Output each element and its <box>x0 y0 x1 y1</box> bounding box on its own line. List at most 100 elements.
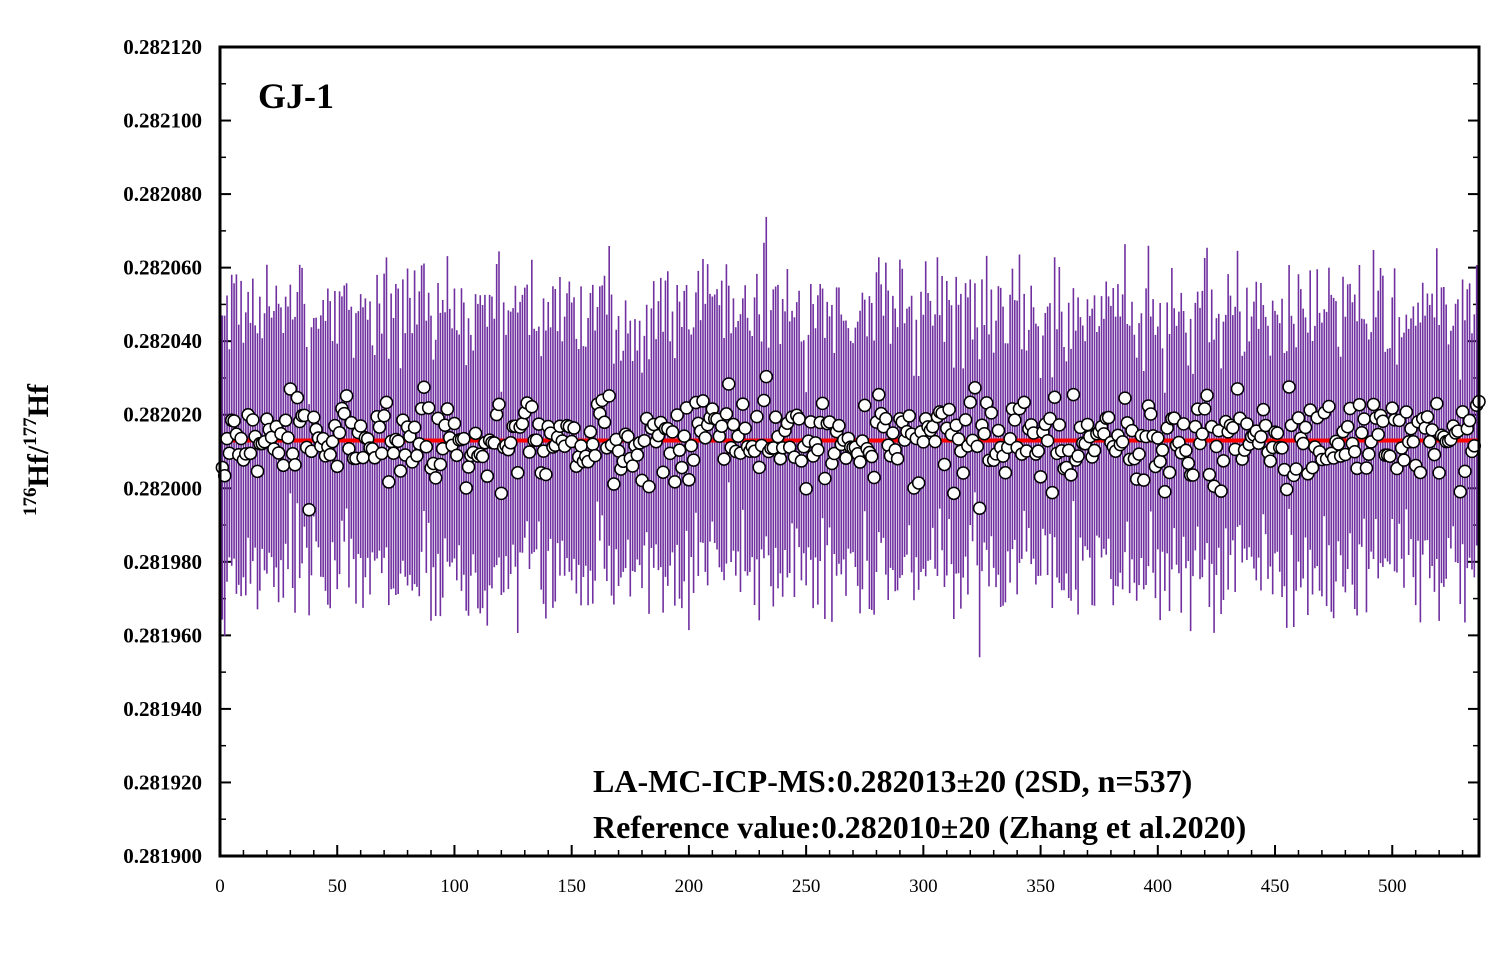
data-point <box>597 415 612 430</box>
data-point <box>353 419 368 433</box>
data-point <box>1430 396 1444 411</box>
x-tick-label: 500 <box>1378 876 1407 897</box>
plot-frame <box>218 45 1481 858</box>
data-point <box>1158 485 1172 499</box>
data-point <box>794 454 809 468</box>
data-point <box>963 395 977 409</box>
data-point <box>1399 405 1414 419</box>
data-point <box>677 429 691 443</box>
data-point <box>243 446 258 461</box>
y-tick-label: 0.282000 <box>123 476 202 500</box>
data-point <box>890 451 905 466</box>
data-point <box>799 482 813 496</box>
data-point <box>937 457 952 472</box>
data-point <box>916 435 931 449</box>
x-tick-label: 200 <box>675 876 704 897</box>
x-tick-label: 300 <box>909 876 938 897</box>
data-point <box>1420 410 1435 424</box>
data-point <box>768 410 783 424</box>
data-point <box>1097 427 1111 441</box>
data-point <box>832 418 846 433</box>
data-points <box>215 369 1486 517</box>
data-point <box>1376 414 1390 429</box>
data-point <box>726 417 741 432</box>
data-point <box>492 397 506 412</box>
data-point <box>773 451 788 466</box>
data-point <box>1282 380 1296 394</box>
data-point <box>1289 462 1303 476</box>
data-point <box>698 431 713 445</box>
data-point <box>447 416 462 431</box>
data-point <box>480 469 495 483</box>
data-point <box>714 419 729 433</box>
data-point <box>1270 426 1285 440</box>
data-point <box>332 426 347 440</box>
data-point <box>722 377 736 391</box>
data-point <box>684 438 698 453</box>
data-point <box>1254 430 1268 444</box>
data-point <box>417 380 431 395</box>
data-point <box>984 406 999 420</box>
y-tick-label: 0.282120 <box>123 35 202 59</box>
data-point <box>1230 382 1245 396</box>
data-point <box>410 448 424 463</box>
y-label-hf-1: Hf/ <box>22 445 55 487</box>
data-point <box>1383 449 1397 463</box>
data-point <box>421 401 436 415</box>
x-axis-ticks <box>219 845 1464 856</box>
data-point <box>811 443 825 457</box>
data-point <box>1033 470 1048 484</box>
data-point <box>1298 420 1313 435</box>
data-point <box>886 426 900 440</box>
y-tick-label: 0.281900 <box>123 844 202 868</box>
y-tick-label: 0.281940 <box>123 697 202 721</box>
data-point <box>879 411 893 426</box>
data-point <box>440 402 455 416</box>
data-point <box>1453 485 1467 499</box>
data-point <box>675 460 689 475</box>
x-axis-tick-labels: 0 50 100 150 200 250 300 350 400 450 500 <box>215 876 1406 897</box>
data-point <box>283 382 298 396</box>
data-point <box>1047 390 1062 405</box>
data-point <box>1458 464 1472 479</box>
data-point <box>682 473 696 487</box>
x-tick-label: 400 <box>1144 876 1173 897</box>
data-point <box>450 448 464 463</box>
x-tick-label: 50 <box>328 876 347 897</box>
data-point <box>382 475 396 489</box>
data-point <box>977 426 992 441</box>
data-point <box>250 464 265 479</box>
data-point <box>1359 461 1374 475</box>
data-point <box>1371 427 1385 442</box>
data-point <box>386 446 401 461</box>
data-point <box>1017 395 1031 410</box>
data-point <box>853 455 867 469</box>
data-point <box>246 413 260 427</box>
data-point <box>827 446 842 461</box>
x-tick-label: 150 <box>557 876 586 897</box>
data-point <box>588 448 602 463</box>
data-point <box>696 394 710 408</box>
data-point <box>752 460 766 475</box>
data-point <box>998 466 1013 480</box>
data-point <box>1397 453 1411 467</box>
data-point <box>668 475 682 489</box>
data-point <box>234 431 248 446</box>
data-point <box>1432 466 1446 480</box>
data-point <box>857 398 872 413</box>
data-point <box>1045 485 1060 500</box>
data-point <box>1153 454 1167 469</box>
y-label-sup-176: 176 <box>20 488 41 517</box>
data-point <box>719 407 734 421</box>
annotation-measured: LA-MC-ICP-MS:0.282013±20 (2SD, n=537) <box>593 763 1192 799</box>
data-point <box>461 460 476 474</box>
data-point <box>511 466 525 480</box>
data-point <box>278 413 293 427</box>
x-tick-label: 100 <box>440 876 469 897</box>
data-point <box>1008 413 1022 427</box>
data-point <box>759 369 774 384</box>
data-point <box>393 464 408 478</box>
data-point <box>1357 412 1371 426</box>
data-point <box>459 481 473 495</box>
data-point <box>271 446 286 460</box>
